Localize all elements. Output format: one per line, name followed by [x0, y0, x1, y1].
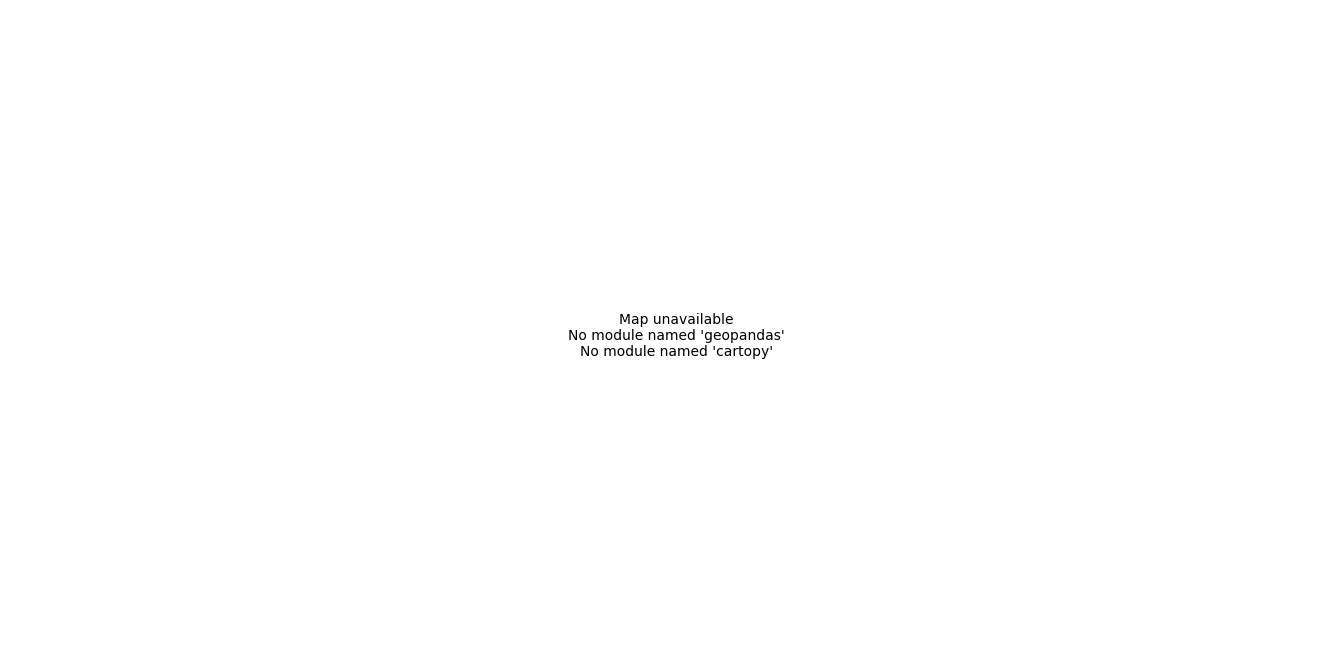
Text: Map unavailable
No module named 'geopandas'
No module named 'cartopy': Map unavailable No module named 'geopand…	[568, 313, 785, 359]
